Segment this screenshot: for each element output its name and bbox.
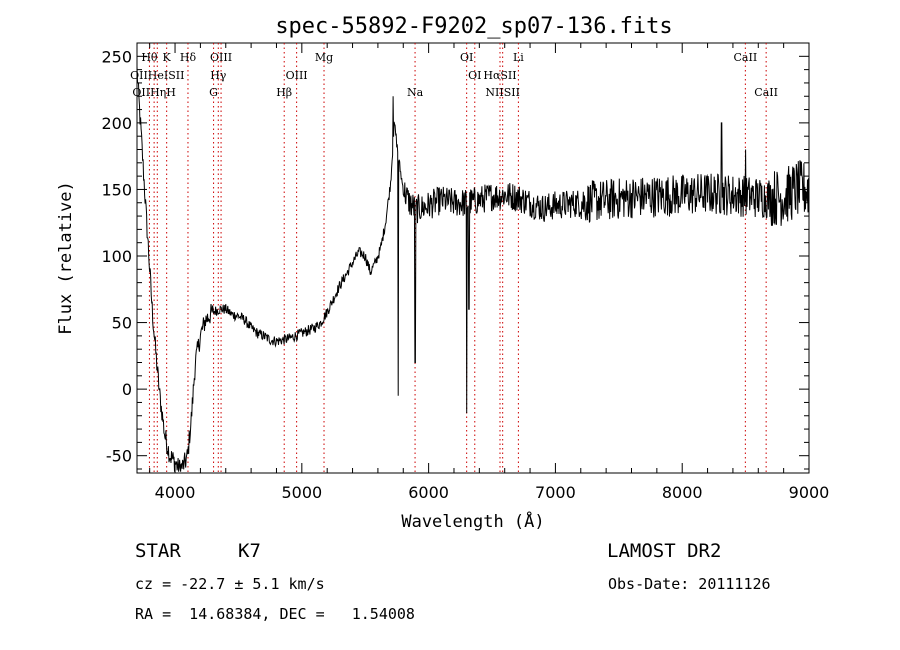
line-marker-label: NIISII xyxy=(485,86,520,99)
y-tick-label: 100 xyxy=(101,247,132,266)
x-axis-label: Wavelength (Å) xyxy=(401,510,544,532)
x-tick-label: 5000 xyxy=(281,483,322,502)
axis-ticks: 4000 5000 6000 7000 8000 9000 -50 0 50 100 150 200 2… xyxy=(101,43,829,502)
line-marker-label: Hθ xyxy=(141,51,158,64)
line-marker-label: Hδ xyxy=(180,51,197,64)
y-tick-label: 50 xyxy=(112,314,132,333)
object-class: STAR xyxy=(135,540,181,562)
y-tick-label: -50 xyxy=(106,447,132,466)
spectrum-line xyxy=(136,66,810,472)
line-marker-label: Li xyxy=(513,51,524,64)
x-tick-label: 9000 xyxy=(789,483,830,502)
line-marker-label: OIIHηH xyxy=(132,86,175,99)
x-tick-label: 6000 xyxy=(408,483,449,502)
line-marker-label: OIII xyxy=(210,51,232,64)
object-subclass: K7 xyxy=(238,540,261,562)
y-tick-label: 200 xyxy=(101,114,132,133)
line-marker-label: Na xyxy=(407,86,424,99)
observation-date: Obs-Date: 20111126 xyxy=(608,575,771,593)
y-tick-label: 0 xyxy=(122,380,132,399)
x-tick-label: 4000 xyxy=(155,483,196,502)
y-axis-label: Flux (relative) xyxy=(56,181,76,335)
y-tick-label: 250 xyxy=(101,47,132,66)
survey-name: LAMOST DR2 xyxy=(607,540,722,562)
line-marker-label: Mg xyxy=(315,51,333,64)
line-marker-label: OIIHeISII xyxy=(130,69,184,82)
line-marker-label: OIII xyxy=(286,69,308,82)
line-marker-label: HαSII xyxy=(483,69,516,82)
line-marker-label: OI xyxy=(460,51,473,64)
line-marker-label: Hγ xyxy=(210,69,227,82)
sky-coordinates: RA = 14.68384, DEC = 1.54008 xyxy=(135,605,415,623)
line-marker-label: Hβ xyxy=(276,86,292,99)
x-tick-label: 8000 xyxy=(662,483,703,502)
y-tick-label: 150 xyxy=(101,180,132,199)
line-marker-label: K xyxy=(163,51,172,64)
x-tick-label: 7000 xyxy=(535,483,576,502)
line-marker-label: CaII xyxy=(734,51,758,64)
line-marker-label: CaII xyxy=(754,86,778,99)
line-marker-label: G xyxy=(209,86,218,99)
line-marker-label: OI xyxy=(468,69,481,82)
plot-frame xyxy=(136,42,810,474)
chart-title: spec-55892-F9202_sp07-136.fits xyxy=(275,14,672,39)
redshift-velocity: cz = -22.7 ± 5.1 km/s xyxy=(135,575,325,593)
